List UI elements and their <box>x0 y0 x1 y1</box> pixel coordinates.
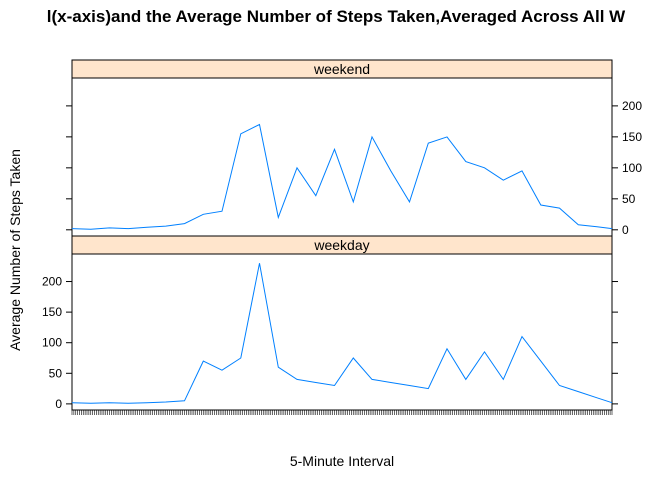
y-axis-label: Average Number of Steps Taken <box>7 149 23 351</box>
y-tick-label: 150 <box>42 305 62 319</box>
y-tick-label: 150 <box>622 130 642 144</box>
strip-label-weekend: weekend <box>313 61 370 77</box>
chart-title: l(x-axis)and the Average Number of Steps… <box>47 7 626 26</box>
y-tick-label: 0 <box>55 397 62 411</box>
y-tick-label: 100 <box>42 336 62 350</box>
strip-label-weekday: weekday <box>313 237 369 253</box>
y-tick-label: 0 <box>622 223 629 237</box>
panels: weekend 0 50 100 150 200 weekday 0 50 100 150 200 <box>42 59 642 415</box>
series-line-weekend <box>71 123 613 230</box>
y-tick-label: 50 <box>49 366 63 380</box>
y-tick-label: 200 <box>42 275 62 289</box>
series-line-weekday <box>71 263 613 404</box>
y-tick-label: 100 <box>622 161 642 175</box>
y-tick-label: 50 <box>622 192 636 206</box>
x-axis-label: 5-Minute Interval <box>290 453 394 469</box>
panel-weekend <box>71 77 613 237</box>
panel-weekday <box>71 253 613 411</box>
y-tick-label: 200 <box>622 99 642 113</box>
